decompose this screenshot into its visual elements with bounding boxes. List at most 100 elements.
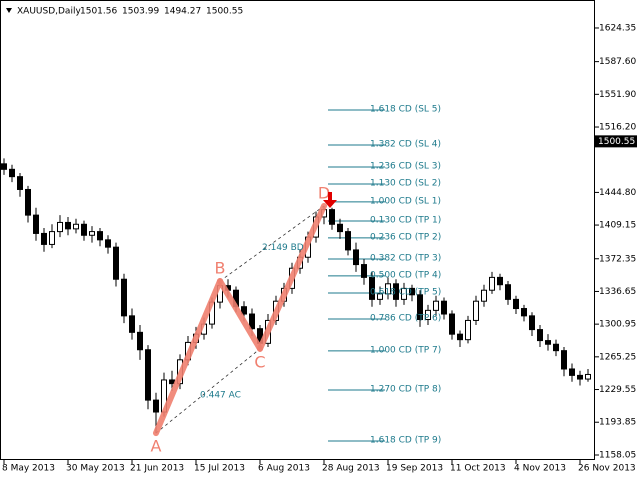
candle-body — [17, 176, 23, 190]
candle-body — [585, 373, 591, 380]
x-tick-label: 28 Aug 2013 — [322, 464, 380, 474]
level-label: 1.382 CD (SL 4) — [370, 139, 441, 149]
candle-body — [345, 231, 351, 251]
candle-body — [441, 300, 447, 315]
header-icon — [6, 8, 12, 13]
candle-body — [105, 239, 111, 248]
point-label: A — [151, 437, 162, 456]
candle-body — [129, 315, 135, 333]
level-label: 0.236 CD (TP 2) — [370, 232, 441, 242]
candle-body — [369, 276, 375, 300]
header-value: 1501.56 — [80, 7, 117, 17]
candle-body — [449, 313, 455, 335]
candle-body — [433, 300, 439, 311]
candle-body — [425, 309, 431, 321]
candle-body — [505, 284, 511, 300]
candle-body — [33, 214, 39, 234]
ratio-label: 0.447 AC — [200, 390, 241, 400]
candle-body — [1, 163, 7, 170]
candle-body — [41, 232, 47, 245]
symbol: XAUUSD,Daily — [17, 7, 81, 17]
candle-body — [145, 349, 151, 401]
candle-body — [409, 287, 415, 296]
candle-body — [401, 287, 407, 300]
candle-body — [241, 306, 247, 315]
candle-body — [49, 231, 55, 245]
level-label: 1.000 CD (SL 1) — [370, 196, 441, 206]
candle-body — [385, 283, 391, 295]
header-value: 1503.99 — [122, 7, 159, 17]
candle-body — [81, 223, 87, 236]
y-tick-label: 1193.85 — [599, 418, 636, 428]
y-tick-label: 1587.60 — [599, 57, 636, 67]
y-tick-label: 1551.90 — [599, 90, 636, 100]
x-tick-label: 15 Jul 2013 — [194, 464, 245, 474]
level-label: 1.236 CD (SL 3) — [370, 161, 441, 171]
candle-body — [169, 379, 175, 385]
level-label: 1.618 CD (TP 9) — [370, 435, 441, 445]
candle-body — [65, 221, 71, 230]
header-value: 1494.27 — [164, 7, 201, 17]
x-tick-label: 21 Jun 2013 — [130, 464, 184, 474]
candle-body — [97, 231, 103, 241]
y-tick-label: 1336.65 — [599, 287, 636, 297]
level-label: 0.130 CD (TP 1) — [370, 215, 441, 225]
sell-arrow — [323, 191, 337, 208]
x-tick-label: 6 Aug 2013 — [258, 464, 310, 474]
pattern-leg — [257, 202, 327, 352]
candle-body — [545, 340, 551, 345]
y-tick-label: 1516.20 — [599, 123, 636, 133]
candle-body — [497, 276, 503, 286]
candle-body — [553, 343, 559, 352]
x-tick-label: 4 Nov 2013 — [514, 464, 566, 474]
candle-body — [417, 294, 423, 321]
x-tick-label: 11 Oct 2013 — [450, 464, 506, 474]
candle-body — [329, 209, 335, 225]
y-tick-label: 1158.05 — [599, 451, 636, 461]
candle-body — [393, 283, 399, 300]
candle-body — [561, 350, 567, 370]
y-tick-label: 1229.55 — [599, 385, 636, 395]
y-tick-label: 1300.95 — [599, 320, 636, 330]
header-value: 1500.55 — [206, 7, 243, 17]
candle-body — [25, 188, 31, 216]
pattern-leg — [217, 278, 263, 352]
pattern-leg — [153, 278, 223, 437]
y-tick-label: 1444.80 — [599, 188, 636, 198]
y-tick-label: 1372.35 — [599, 254, 636, 264]
x-tick-label: 8 May 2013 — [2, 464, 55, 474]
candle-body — [577, 374, 583, 380]
x-tick-label: 26 Nov 2013 — [578, 464, 636, 474]
price-marker — [595, 135, 637, 148]
level-label: 1.270 CD (TP 8) — [370, 384, 441, 394]
level-label: 0.382 CD (TP 3) — [370, 253, 441, 263]
candle-body — [569, 368, 575, 376]
candle-body — [9, 168, 15, 178]
y-tick-label: 1409.15 — [599, 221, 636, 231]
candle-body — [537, 329, 543, 342]
candle-body — [377, 293, 383, 300]
plot-frame — [0, 0, 595, 460]
x-tick-label: 30 May 2013 — [66, 464, 125, 474]
candle-body — [465, 319, 471, 341]
level-label: 1.618 CD (SL 5) — [370, 104, 441, 114]
point-label: C — [254, 352, 265, 371]
candle-body — [57, 221, 63, 233]
level-label: 0.618 CD (TP 5) — [370, 287, 441, 297]
candle-body — [337, 223, 343, 233]
candle-body — [529, 315, 535, 331]
ac-line — [155, 348, 261, 434]
level-label: 1.130 CD (SL 2) — [370, 178, 441, 188]
candle-body — [89, 231, 95, 236]
candle-body — [121, 278, 127, 317]
y-tick-label: 1624.35 — [599, 23, 636, 33]
candle-body — [153, 399, 159, 413]
y-tick-label: 1265.25 — [599, 352, 636, 362]
level-label: 0.500 CD (TP 4) — [370, 270, 441, 280]
point-label: B — [215, 259, 226, 278]
candle-body — [73, 223, 79, 230]
candle-body — [361, 264, 367, 278]
